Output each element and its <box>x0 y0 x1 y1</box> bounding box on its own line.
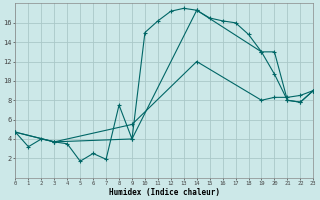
X-axis label: Humidex (Indice chaleur): Humidex (Indice chaleur) <box>109 188 220 197</box>
